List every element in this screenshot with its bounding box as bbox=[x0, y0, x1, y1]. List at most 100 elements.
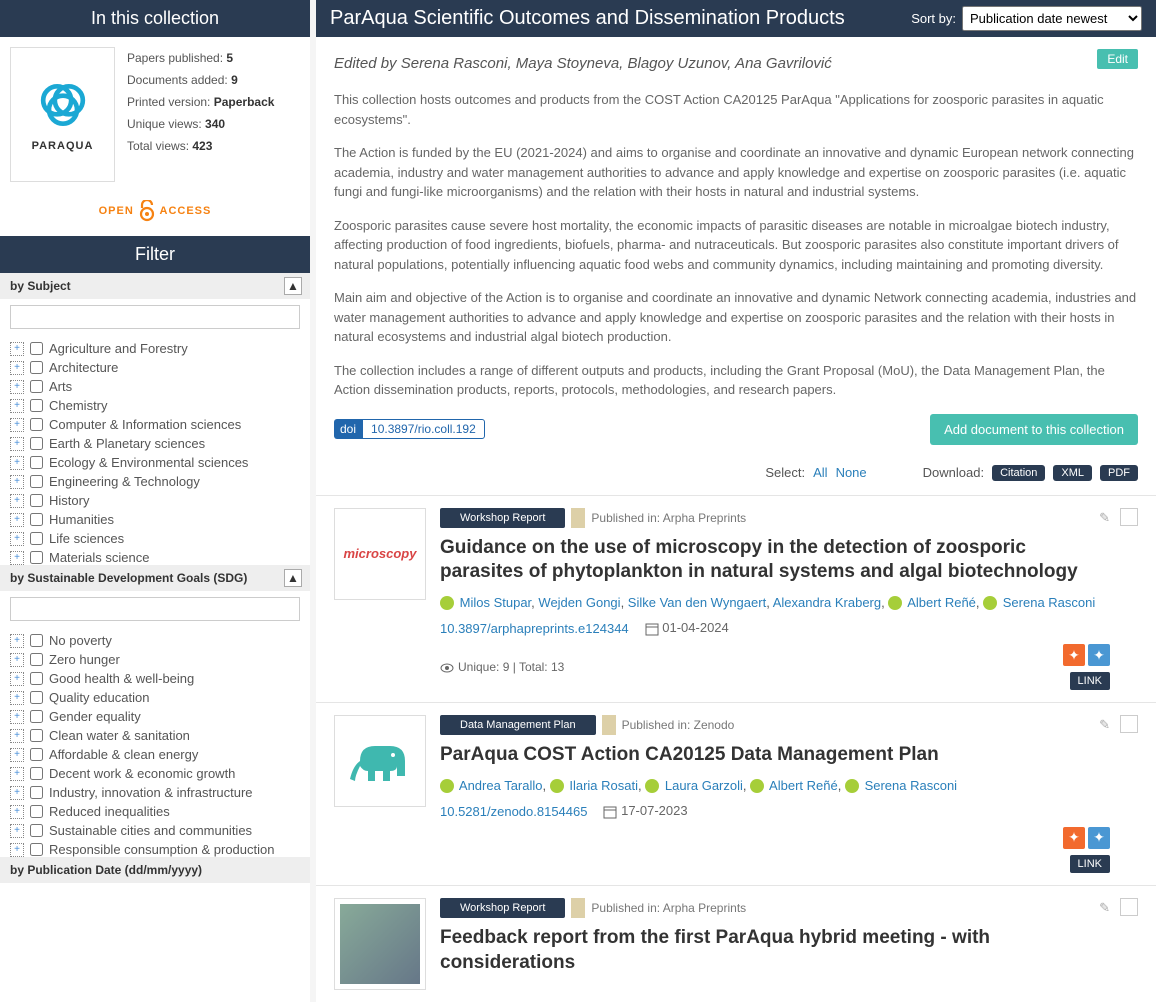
filter-label[interactable]: Earth & Planetary sciences bbox=[49, 436, 205, 451]
expand-icon[interactable]: + bbox=[10, 767, 24, 781]
download-pdf-button[interactable]: PDF bbox=[1100, 465, 1138, 481]
select-all-link[interactable]: All bbox=[813, 465, 827, 480]
filter-checkbox[interactable] bbox=[30, 380, 43, 393]
article-thumbnail[interactable]: microscopy bbox=[334, 508, 426, 600]
expand-icon[interactable]: + bbox=[10, 399, 24, 413]
filter-label[interactable]: Responsible consumption & production bbox=[49, 842, 274, 857]
filter-checkbox[interactable] bbox=[30, 456, 43, 469]
expand-icon[interactable]: + bbox=[10, 672, 24, 686]
filter-checkbox[interactable] bbox=[30, 418, 43, 431]
expand-icon[interactable]: + bbox=[10, 729, 24, 743]
filter-checkbox[interactable] bbox=[30, 767, 43, 780]
filter-label[interactable]: Humanities bbox=[49, 512, 114, 527]
expand-icon[interactable]: + bbox=[10, 361, 24, 375]
subject-filter-list[interactable]: + Agriculture and Forestry + Architecture + A… bbox=[0, 335, 310, 565]
expand-icon[interactable]: + bbox=[10, 748, 24, 762]
filter-label[interactable]: Agriculture and Forestry bbox=[49, 341, 188, 356]
expand-icon[interactable]: + bbox=[10, 824, 24, 838]
article-title[interactable]: ParAqua COST Action CA20125 Data Managem… bbox=[440, 743, 1110, 768]
collapse-icon[interactable]: ▲ bbox=[284, 569, 302, 587]
expand-icon[interactable]: + bbox=[10, 805, 24, 819]
filter-label[interactable]: Chemistry bbox=[49, 398, 108, 413]
filter-label[interactable]: Engineering & Technology bbox=[49, 474, 200, 489]
filter-label[interactable]: Arts bbox=[49, 379, 72, 394]
filter-checkbox[interactable] bbox=[30, 399, 43, 412]
expand-icon[interactable]: + bbox=[10, 634, 24, 648]
author-link[interactable]: Wejden Gongi bbox=[538, 595, 620, 610]
article-title[interactable]: Guidance on the use of microscopy in the… bbox=[440, 536, 1110, 585]
sdg-filter-input[interactable] bbox=[10, 597, 300, 621]
filter-checkbox[interactable] bbox=[30, 532, 43, 545]
article-select-checkbox[interactable] bbox=[1120, 715, 1138, 733]
download-citation-button[interactable]: Citation bbox=[992, 465, 1045, 481]
filter-checkbox[interactable] bbox=[30, 513, 43, 526]
filter-label[interactable]: No poverty bbox=[49, 633, 112, 648]
filter-checkbox[interactable] bbox=[30, 786, 43, 799]
author-link[interactable]: Serena Rasconi bbox=[1003, 595, 1096, 610]
filter-label[interactable]: Architecture bbox=[49, 360, 118, 375]
expand-icon[interactable]: + bbox=[10, 494, 24, 508]
expand-icon[interactable]: + bbox=[10, 691, 24, 705]
filter-label[interactable]: Ecology & Environmental sciences bbox=[49, 455, 248, 470]
article-select-checkbox[interactable] bbox=[1120, 508, 1138, 526]
expand-icon[interactable]: + bbox=[10, 456, 24, 470]
subject-filter-input[interactable] bbox=[10, 305, 300, 329]
filter-checkbox[interactable] bbox=[30, 634, 43, 647]
filter-checkbox[interactable] bbox=[30, 805, 43, 818]
select-none-link[interactable]: None bbox=[836, 465, 867, 480]
article-doi-link[interactable]: 10.5281/zenodo.8154465 bbox=[440, 804, 587, 819]
filter-label[interactable]: Good health & well-being bbox=[49, 671, 194, 686]
filter-checkbox[interactable] bbox=[30, 824, 43, 837]
author-link[interactable]: Ilaria Rosati bbox=[569, 778, 638, 793]
filter-label[interactable]: Clean water & sanitation bbox=[49, 728, 190, 743]
article-doi-link[interactable]: 10.3897/arphapreprints.e124344 bbox=[440, 621, 629, 636]
article-thumbnail[interactable] bbox=[334, 898, 426, 990]
filter-checkbox[interactable] bbox=[30, 843, 43, 856]
author-link[interactable]: Milos Stupar bbox=[460, 595, 532, 610]
article-link-button[interactable]: LINK bbox=[1070, 672, 1110, 690]
expand-icon[interactable]: + bbox=[10, 786, 24, 800]
collapse-icon[interactable]: ▲ bbox=[284, 277, 302, 295]
filter-checkbox[interactable] bbox=[30, 710, 43, 723]
filter-checkbox[interactable] bbox=[30, 437, 43, 450]
expand-icon[interactable]: + bbox=[10, 418, 24, 432]
author-link[interactable]: Laura Garzoli bbox=[665, 778, 743, 793]
filter-checkbox[interactable] bbox=[30, 748, 43, 761]
edit-button[interactable]: Edit bbox=[1097, 49, 1138, 69]
filter-label[interactable]: Life sciences bbox=[49, 531, 124, 546]
filter-checkbox[interactable] bbox=[30, 672, 43, 685]
edit-article-icon[interactable]: ✎ bbox=[1099, 717, 1110, 733]
filter-label[interactable]: History bbox=[49, 493, 89, 508]
filter-checkbox[interactable] bbox=[30, 361, 43, 374]
article-link-button[interactable]: LINK bbox=[1070, 855, 1110, 873]
expand-icon[interactable]: + bbox=[10, 710, 24, 724]
expand-icon[interactable]: + bbox=[10, 843, 24, 857]
add-document-button[interactable]: Add document to this collection bbox=[930, 414, 1138, 445]
expand-icon[interactable]: + bbox=[10, 513, 24, 527]
author-link[interactable]: Silke Van den Wyngaert bbox=[628, 595, 766, 610]
download-xml-button[interactable]: XML bbox=[1053, 465, 1092, 481]
filter-checkbox[interactable] bbox=[30, 653, 43, 666]
filter-checkbox[interactable] bbox=[30, 551, 43, 564]
author-link[interactable]: Serena Rasconi bbox=[865, 778, 958, 793]
filter-label[interactable]: Gender equality bbox=[49, 709, 141, 724]
author-link[interactable]: Andrea Tarallo bbox=[459, 778, 543, 793]
expand-icon[interactable]: + bbox=[10, 653, 24, 667]
edit-article-icon[interactable]: ✎ bbox=[1099, 900, 1110, 916]
doi-badge[interactable]: doi 10.3897/rio.coll.192 bbox=[334, 419, 485, 439]
expand-icon[interactable]: + bbox=[10, 437, 24, 451]
filter-checkbox[interactable] bbox=[30, 342, 43, 355]
expand-icon[interactable]: + bbox=[10, 475, 24, 489]
filter-label[interactable]: Sustainable cities and communities bbox=[49, 823, 252, 838]
filter-checkbox[interactable] bbox=[30, 691, 43, 704]
filter-label[interactable]: Decent work & economic growth bbox=[49, 766, 235, 781]
filter-checkbox[interactable] bbox=[30, 475, 43, 488]
sdg-filter-list[interactable]: + No poverty + Zero hunger + Good health & we… bbox=[0, 627, 310, 857]
filter-label[interactable]: Reduced inequalities bbox=[49, 804, 170, 819]
filter-label[interactable]: Zero hunger bbox=[49, 652, 120, 667]
filter-label[interactable]: Industry, innovation & infrastructure bbox=[49, 785, 253, 800]
expand-icon[interactable]: + bbox=[10, 380, 24, 394]
expand-icon[interactable]: + bbox=[10, 551, 24, 565]
article-select-checkbox[interactable] bbox=[1120, 898, 1138, 916]
filter-label[interactable]: Affordable & clean energy bbox=[49, 747, 198, 762]
